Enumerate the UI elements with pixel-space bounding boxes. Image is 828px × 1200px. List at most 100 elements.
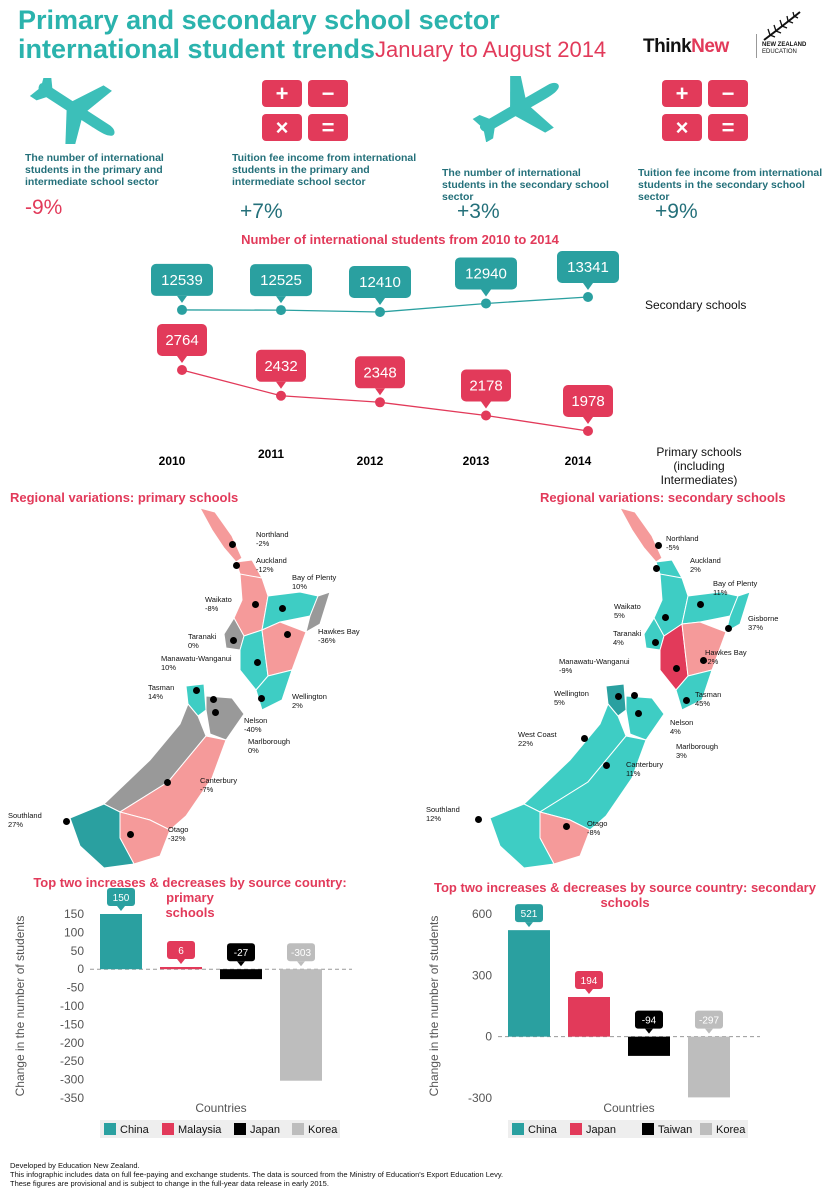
- region-name: Marlborough: [676, 742, 719, 751]
- data-point: [583, 292, 593, 302]
- region-value: 5%: [614, 611, 625, 620]
- region-value: 10%: [292, 582, 308, 591]
- data-point: [375, 307, 385, 317]
- map-hawkes-bay: [261, 621, 307, 677]
- map-gisborne: [725, 591, 751, 634]
- bar-chart-secondary-title: Top two increases & decreases by source …: [430, 880, 820, 910]
- y-tick-label: -150: [60, 1017, 84, 1031]
- region-name: Bay of Plenty: [292, 573, 337, 582]
- region-value: -8%: [587, 828, 601, 837]
- bar-value-callout: -303: [287, 943, 315, 967]
- region-label-waikato: Waikato -8%: [205, 595, 232, 613]
- map-wellington: [255, 669, 293, 711]
- bar-value-label: 521: [521, 909, 538, 920]
- map-gisborne: [305, 591, 331, 634]
- times-key: ×: [662, 114, 702, 141]
- region-name: Hawkes Bay: [705, 648, 747, 657]
- calculator-icon: + − × =: [662, 80, 752, 142]
- map-southland: [69, 803, 135, 869]
- region-dot: [700, 657, 707, 664]
- x-axis-title: Countries: [603, 1101, 654, 1115]
- value-callout: 2764: [157, 324, 207, 363]
- stat-secondary-fees: Tuition fee income from international st…: [638, 167, 822, 203]
- region-dot: [475, 816, 482, 823]
- y-axis-title: Change in the number of students: [13, 916, 27, 1097]
- y-tick-label: 100: [64, 925, 84, 939]
- region-value: -40%: [244, 725, 262, 734]
- value-callout: 12525: [250, 264, 312, 304]
- region-value: 3%: [676, 751, 687, 760]
- region-label-manawatu-wanganui: Manawatu-Wanganui 10%: [161, 654, 232, 672]
- region-dot: [635, 710, 642, 717]
- region-dot: [631, 692, 638, 699]
- region-dot: [229, 541, 236, 548]
- region-label-tasman: Tasman 14%: [148, 683, 174, 701]
- bar-value-label: -303: [291, 948, 311, 959]
- bar-chart-title-line: schools: [600, 895, 650, 910]
- series-label-line: Intermediates): [660, 473, 738, 487]
- region-value: 11%: [713, 588, 728, 597]
- bar-value-callout: -27: [227, 943, 255, 967]
- bar-chart-title-line: Top two increases & decreases by source …: [434, 880, 816, 895]
- value-callout: 1978: [563, 385, 613, 424]
- data-point: [481, 298, 491, 309]
- legend-label: Japan: [586, 1124, 616, 1136]
- region-name: Manawatu-Wanganui: [559, 657, 630, 666]
- region-dot: [127, 831, 134, 838]
- brand-think: Think: [643, 36, 692, 57]
- region-label-taranaki: Taranaki 0%: [188, 632, 216, 650]
- data-point: [375, 397, 385, 408]
- value-label: 12940: [465, 265, 507, 282]
- region-dot: [673, 665, 680, 672]
- page-subtitle: January to August 2014: [375, 37, 607, 62]
- region-value: -7%: [200, 785, 214, 794]
- bar: [508, 930, 550, 1037]
- legend-swatch: [292, 1123, 304, 1135]
- region-dot: [230, 637, 237, 644]
- bar-chart-primary: 150 100 50 0 -50 -100 -150 -200 -250 -300 -350 Chan…: [13, 888, 352, 1138]
- region-label-marlborough: Marlborough 3%: [676, 742, 718, 760]
- region-label-canterbury: Canterbury -7%: [200, 776, 237, 794]
- data-point: [177, 304, 187, 315]
- y-tick-label: 300: [472, 968, 492, 982]
- bar-chart-title-line: schools: [165, 905, 215, 920]
- series-label-primary: Primary schools (including Intermediates…: [640, 445, 758, 487]
- y-axis-title: Change in the number of students: [427, 916, 441, 1097]
- minus-key: −: [708, 80, 748, 107]
- legend-label: China: [528, 1124, 558, 1136]
- region-value: 14%: [148, 692, 164, 701]
- title-line-2: international student trends: [18, 34, 376, 64]
- bar-value-callout: 6: [167, 940, 195, 964]
- map-tasman: [605, 683, 627, 717]
- region-name: Taranaki: [613, 629, 642, 638]
- region-dot: [683, 697, 690, 704]
- region-value: 5%: [554, 698, 565, 707]
- region-dot: [581, 735, 588, 742]
- legend-label: Malaysia: [178, 1124, 222, 1136]
- region-label-nelson: Nelson 4%: [670, 718, 693, 736]
- region-value: 2%: [292, 701, 303, 710]
- legend-label: Japan: [250, 1124, 280, 1136]
- region-value: -9%: [559, 666, 573, 675]
- legend-swatch: [570, 1123, 582, 1135]
- legend-label: China: [120, 1124, 150, 1136]
- region-value: 11%: [626, 769, 641, 778]
- minus-key: −: [308, 80, 348, 107]
- stat-value: +7%: [240, 200, 283, 223]
- legend-label: Taiwan: [658, 1124, 692, 1136]
- bar: [568, 997, 610, 1037]
- region-label-southland: Southland 12%: [426, 805, 460, 823]
- y-tick-label: 600: [472, 907, 492, 921]
- bar-chart-primary-title: Top two increases & decreases by source …: [10, 875, 370, 920]
- bar: [160, 966, 202, 970]
- region-name: Wellington: [292, 692, 327, 701]
- y-tick-label: -300: [60, 1073, 84, 1087]
- data-point: [276, 390, 286, 401]
- brand-nz-line1: NEW ZEALAND: [762, 42, 807, 48]
- equals-key: =: [308, 114, 348, 141]
- stat-text-line: The number of international: [25, 152, 164, 164]
- region-name: West Coast: [518, 730, 557, 739]
- year-label: 2014: [565, 454, 592, 468]
- region-name: Waikato: [205, 595, 232, 604]
- region-dot: [193, 687, 200, 694]
